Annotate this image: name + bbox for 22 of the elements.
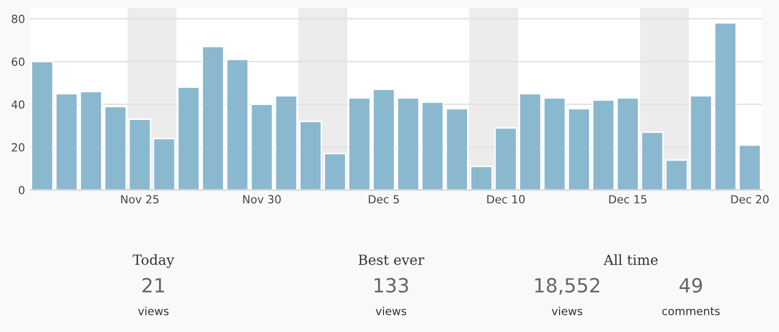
text: 49 [680, 278, 702, 293]
text: 21 [142, 278, 164, 292]
text: 133 [374, 278, 408, 293]
x-tick-label: Dec 10 [487, 195, 525, 204]
text: All time [604, 254, 658, 266]
y-tick-label: 0 [18, 186, 24, 194]
text: views [376, 306, 406, 316]
text: views [552, 306, 582, 316]
y-tick-label: 40 [12, 100, 24, 109]
x-tick-label: Dec 20 [731, 195, 769, 204]
text: Best ever [358, 254, 424, 266]
y-tick-label: 80 [12, 14, 24, 24]
x-tick-label: Nov 30 [243, 195, 281, 204]
x-tick-label: Dec 15 [609, 195, 646, 204]
text: Today [132, 254, 174, 268]
text: 18,552 [535, 278, 600, 295]
text: comments [662, 307, 720, 316]
y-tick-label: 20 [12, 143, 24, 152]
y-tick-label: 60 [12, 58, 24, 66]
text: views [138, 306, 169, 316]
x-tick-label: Nov 25 [121, 195, 159, 204]
x-tick-label: Dec 5 [368, 195, 399, 204]
